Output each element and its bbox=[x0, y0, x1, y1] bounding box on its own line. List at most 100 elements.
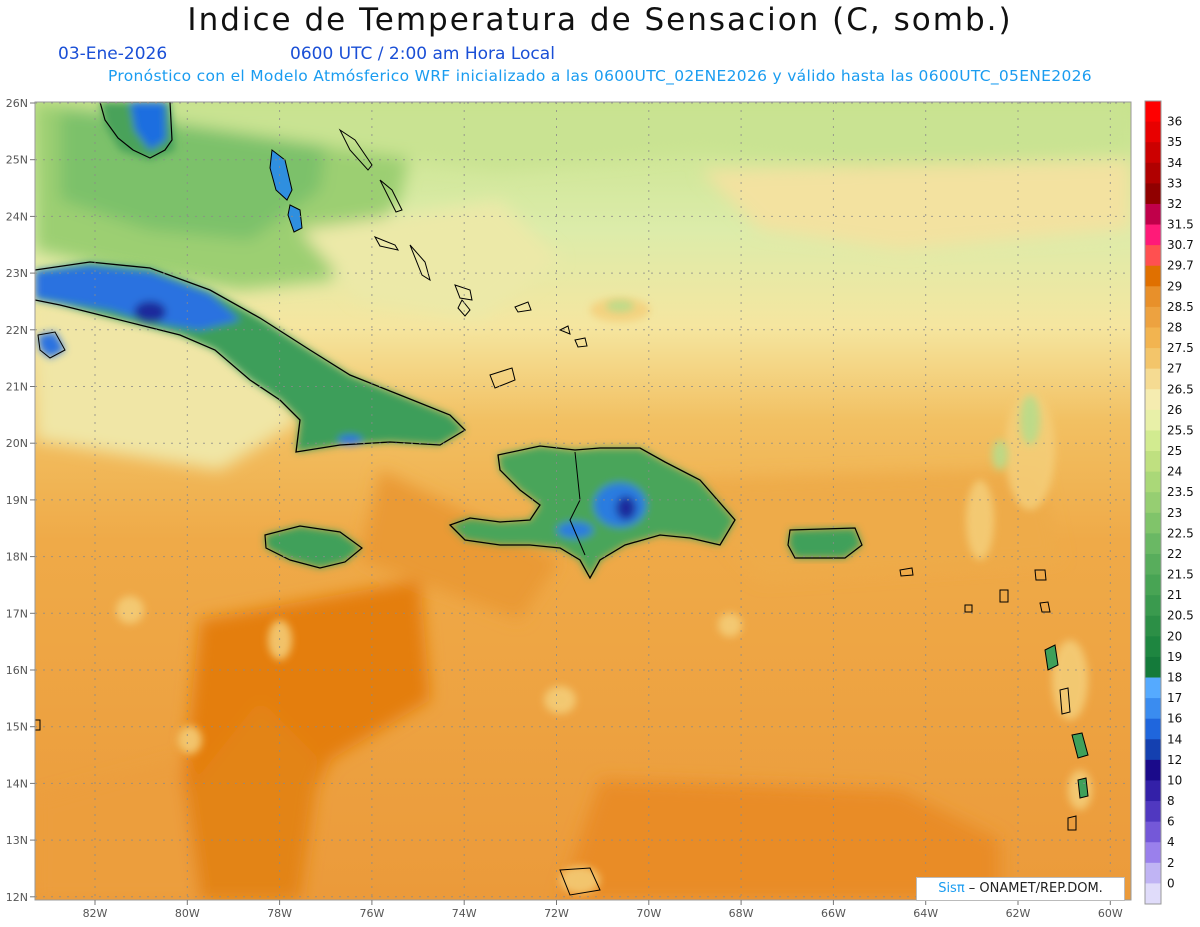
lon-tick-label: 76W bbox=[359, 907, 384, 920]
legend-swatch bbox=[1145, 224, 1161, 246]
legend-swatch bbox=[1145, 636, 1161, 658]
legend-level-label: 29 bbox=[1167, 279, 1182, 293]
legend-level-label: 21.5 bbox=[1167, 568, 1194, 582]
legend-level-label: 0 bbox=[1167, 876, 1175, 890]
lon-tick-label: 80W bbox=[175, 907, 200, 920]
legend-level-label: 20.5 bbox=[1167, 609, 1194, 623]
lat-tick-label: 17N bbox=[6, 607, 28, 620]
legend-swatch bbox=[1145, 533, 1161, 555]
lon-tick-label: 68W bbox=[729, 907, 754, 920]
forecast-date: 03-Ene-2026 bbox=[58, 44, 168, 64]
legend-level-label: 22 bbox=[1167, 547, 1182, 561]
map-field bbox=[35, 102, 1131, 900]
legend-swatch bbox=[1145, 553, 1161, 576]
lat-tick-label: 14N bbox=[6, 777, 28, 790]
legend-level-label: 4 bbox=[1167, 835, 1175, 849]
legend-level-label: 6 bbox=[1167, 815, 1175, 829]
legend-swatch bbox=[1145, 801, 1161, 823]
lon-tick-label: 60W bbox=[1098, 907, 1123, 920]
lat-tick-label: 22N bbox=[6, 324, 28, 337]
legend-level-label: 17 bbox=[1167, 691, 1182, 705]
legend-swatch bbox=[1145, 451, 1161, 473]
legend-level-label: 21 bbox=[1167, 588, 1182, 602]
legend-level-label: 2 bbox=[1167, 856, 1175, 870]
lon-tick-label: 78W bbox=[267, 907, 292, 920]
legend-swatch bbox=[1145, 409, 1161, 431]
legend-level-label: 27 bbox=[1167, 362, 1182, 376]
legend-level-label: 23 bbox=[1167, 506, 1182, 520]
legend-swatch bbox=[1145, 821, 1161, 843]
legend-level-label: 30.7 bbox=[1167, 238, 1194, 252]
lon-tick-label: 62W bbox=[1006, 907, 1031, 920]
legend-swatch bbox=[1145, 183, 1161, 205]
legend-level-label: 34 bbox=[1167, 156, 1182, 170]
legend-swatch bbox=[1145, 512, 1161, 534]
credit-org: ONAMET/REP.DOM. bbox=[979, 881, 1103, 896]
legend-level-label: 27.5 bbox=[1167, 341, 1194, 355]
lat-tick-label: 19N bbox=[6, 494, 28, 507]
lon-tick-label: 74W bbox=[452, 907, 477, 920]
legend-level-label: 10 bbox=[1167, 773, 1182, 787]
legend-level-label: 18 bbox=[1167, 671, 1182, 685]
legend-swatch bbox=[1145, 739, 1161, 761]
lon-tick-label: 72W bbox=[544, 907, 569, 920]
legend-swatch bbox=[1145, 615, 1161, 637]
lat-tick-label: 18N bbox=[6, 551, 28, 564]
legend-level-label: 28.5 bbox=[1167, 300, 1194, 314]
legend-swatch bbox=[1145, 368, 1161, 390]
legend-swatch bbox=[1145, 883, 1161, 905]
lon-tick-label: 64W bbox=[913, 907, 938, 920]
legend-level-label: 31.5 bbox=[1167, 218, 1194, 232]
credit-box: Sisπ – ONAMET/REP.DOM. bbox=[916, 877, 1125, 901]
lon-tick-label: 82W bbox=[83, 907, 108, 920]
legend-swatch bbox=[1145, 656, 1161, 679]
legend-swatch bbox=[1145, 718, 1161, 740]
lon-tick-label: 70W bbox=[636, 907, 661, 920]
legend-swatch bbox=[1145, 698, 1161, 720]
legend-swatch bbox=[1145, 327, 1161, 349]
sispi-logo: Sisπ bbox=[938, 881, 965, 896]
credit-separator: – bbox=[964, 881, 980, 896]
legend-level-label: 20 bbox=[1167, 629, 1182, 643]
legend-swatch bbox=[1145, 389, 1161, 411]
chart-title: Indice de Temperatura de Sensacion (C, s… bbox=[187, 2, 1013, 38]
legend-swatch bbox=[1145, 121, 1161, 143]
legend-swatch bbox=[1145, 842, 1161, 864]
lat-tick-label: 12N bbox=[6, 891, 28, 904]
legend-level-label: 33 bbox=[1167, 176, 1182, 190]
legend-swatch bbox=[1145, 430, 1161, 452]
legend-swatch bbox=[1145, 677, 1161, 699]
legend-swatch bbox=[1145, 759, 1161, 781]
legend-level-label: 22.5 bbox=[1167, 526, 1194, 540]
legend-level-label: 32 bbox=[1167, 197, 1182, 211]
legend-level-label: 23.5 bbox=[1167, 485, 1194, 499]
lon-tick-label: 66W bbox=[821, 907, 846, 920]
legend-swatch bbox=[1145, 348, 1161, 370]
lat-tick-label: 15N bbox=[6, 721, 28, 734]
legend-level-label: 29.7 bbox=[1167, 259, 1194, 273]
legend-level-label: 28 bbox=[1167, 320, 1182, 334]
legend-swatch bbox=[1145, 595, 1161, 617]
lat-tick-label: 25N bbox=[6, 154, 28, 167]
lat-tick-label: 16N bbox=[6, 664, 28, 677]
legend-swatch bbox=[1145, 306, 1161, 328]
legend-level-label: 8 bbox=[1167, 794, 1175, 808]
forecast-time: 0600 UTC / 2:00 am Hora Local bbox=[290, 44, 555, 64]
legend-swatch bbox=[1145, 471, 1161, 493]
forecast-note: Pronóstico con el Modelo Atmósferico WRF… bbox=[108, 67, 1092, 85]
legend-level-label: 25.5 bbox=[1167, 423, 1194, 437]
legend-swatch bbox=[1145, 780, 1161, 802]
legend-level-label: 16 bbox=[1167, 712, 1182, 726]
legend-swatch bbox=[1145, 203, 1161, 226]
legend-level-label: 24 bbox=[1167, 465, 1182, 479]
lat-tick-label: 13N bbox=[6, 834, 28, 847]
legend-swatch bbox=[1145, 162, 1161, 184]
legend-level-label: 35 bbox=[1167, 135, 1182, 149]
lat-tick-label: 20N bbox=[6, 437, 28, 450]
legend-level-label: 26 bbox=[1167, 403, 1182, 417]
lat-tick-label: 21N bbox=[6, 381, 28, 394]
legend-swatch bbox=[1145, 142, 1161, 164]
lat-tick-label: 24N bbox=[6, 210, 28, 223]
legend-swatch bbox=[1145, 245, 1161, 267]
